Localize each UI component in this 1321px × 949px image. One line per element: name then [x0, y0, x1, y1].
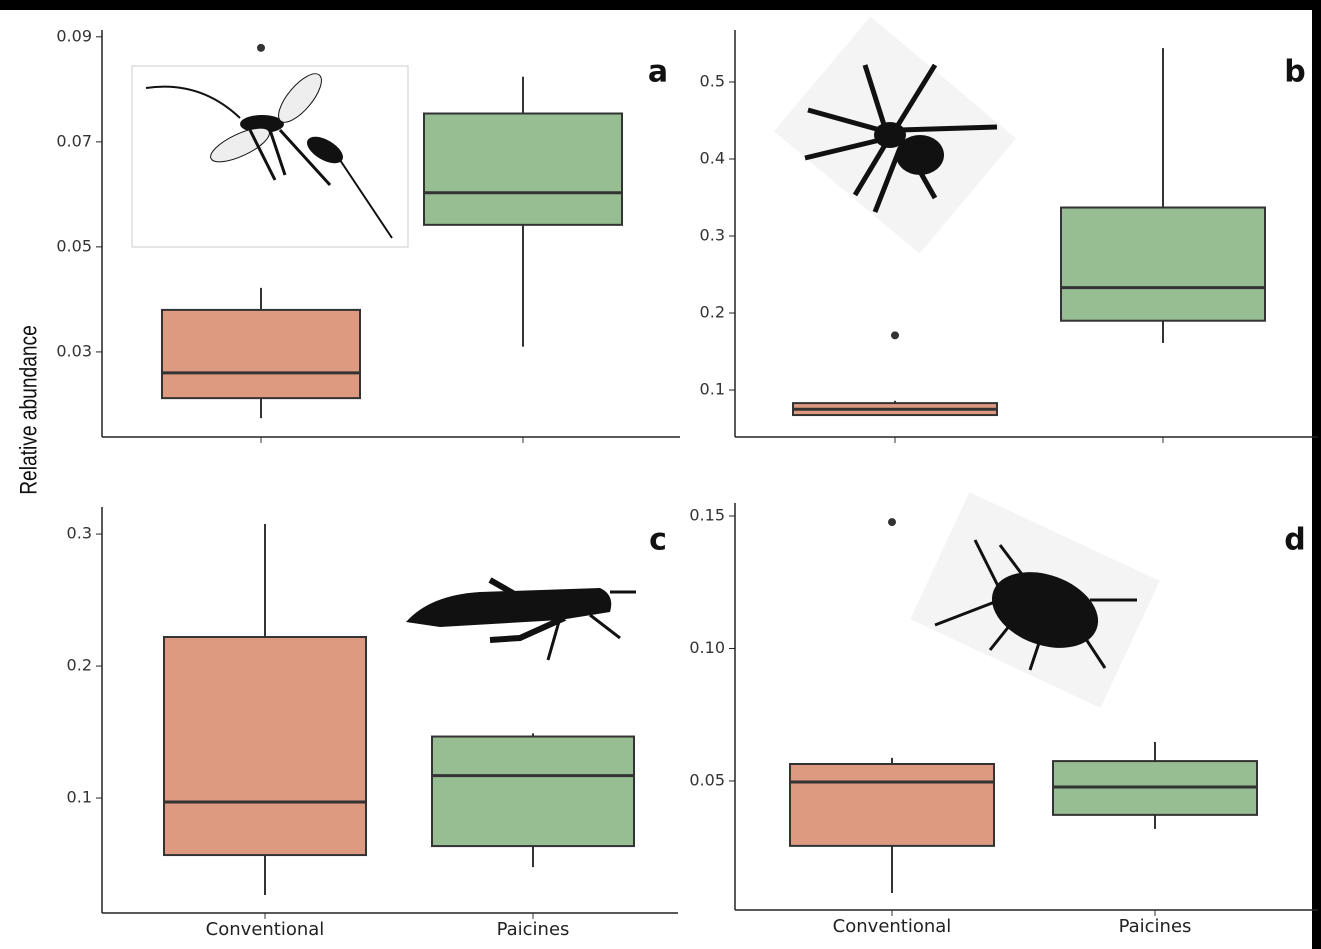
- box: [789, 762, 995, 847]
- spider-illustration: [774, 16, 1016, 254]
- box: [161, 308, 361, 400]
- x-tick-label: Conventional: [833, 916, 952, 937]
- y-tick-label: 0.07: [56, 131, 92, 150]
- outlier: [891, 331, 899, 340]
- grasshopper-illustration: [406, 577, 636, 661]
- panel-label: c: [649, 523, 667, 558]
- box: [163, 636, 367, 857]
- y-axis-label: Relative abundance: [14, 325, 42, 495]
- y-tick-label: 0.3: [700, 226, 725, 245]
- panel-label: a: [648, 55, 668, 90]
- panel-label: b: [1284, 55, 1305, 90]
- y-tick-label: 0.2: [700, 303, 725, 322]
- y-tick-label: 0.09: [56, 26, 92, 45]
- bug-illustration: [910, 492, 1160, 708]
- y-tick-label: 0.15: [689, 505, 725, 524]
- y-tick-label: 0.10: [689, 638, 725, 657]
- y-tick-label: 0.4: [700, 148, 725, 167]
- wasp-illustration: [131, 65, 409, 248]
- y-tick-label: 0.5: [700, 71, 725, 90]
- y-tick-label: 0.3: [67, 524, 92, 543]
- outlier: [257, 43, 265, 52]
- y-tick-label: 0.05: [56, 236, 92, 255]
- y-tick-label: 0.03: [56, 341, 92, 360]
- y-tick-label: 0.2: [67, 656, 92, 675]
- box: [431, 735, 635, 848]
- outlier: [888, 518, 896, 527]
- x-tick-label: Paicines: [1119, 916, 1192, 937]
- x-tick-label: Paicines: [497, 919, 570, 940]
- x-tick-label: Conventional: [206, 919, 325, 940]
- y-tick-label: 0.1: [700, 380, 725, 399]
- y-tick-label: 0.05: [689, 770, 725, 789]
- box: [1060, 206, 1266, 322]
- box: [423, 112, 623, 226]
- y-tick-label: 0.1: [67, 788, 92, 807]
- panel-label: d: [1284, 523, 1305, 558]
